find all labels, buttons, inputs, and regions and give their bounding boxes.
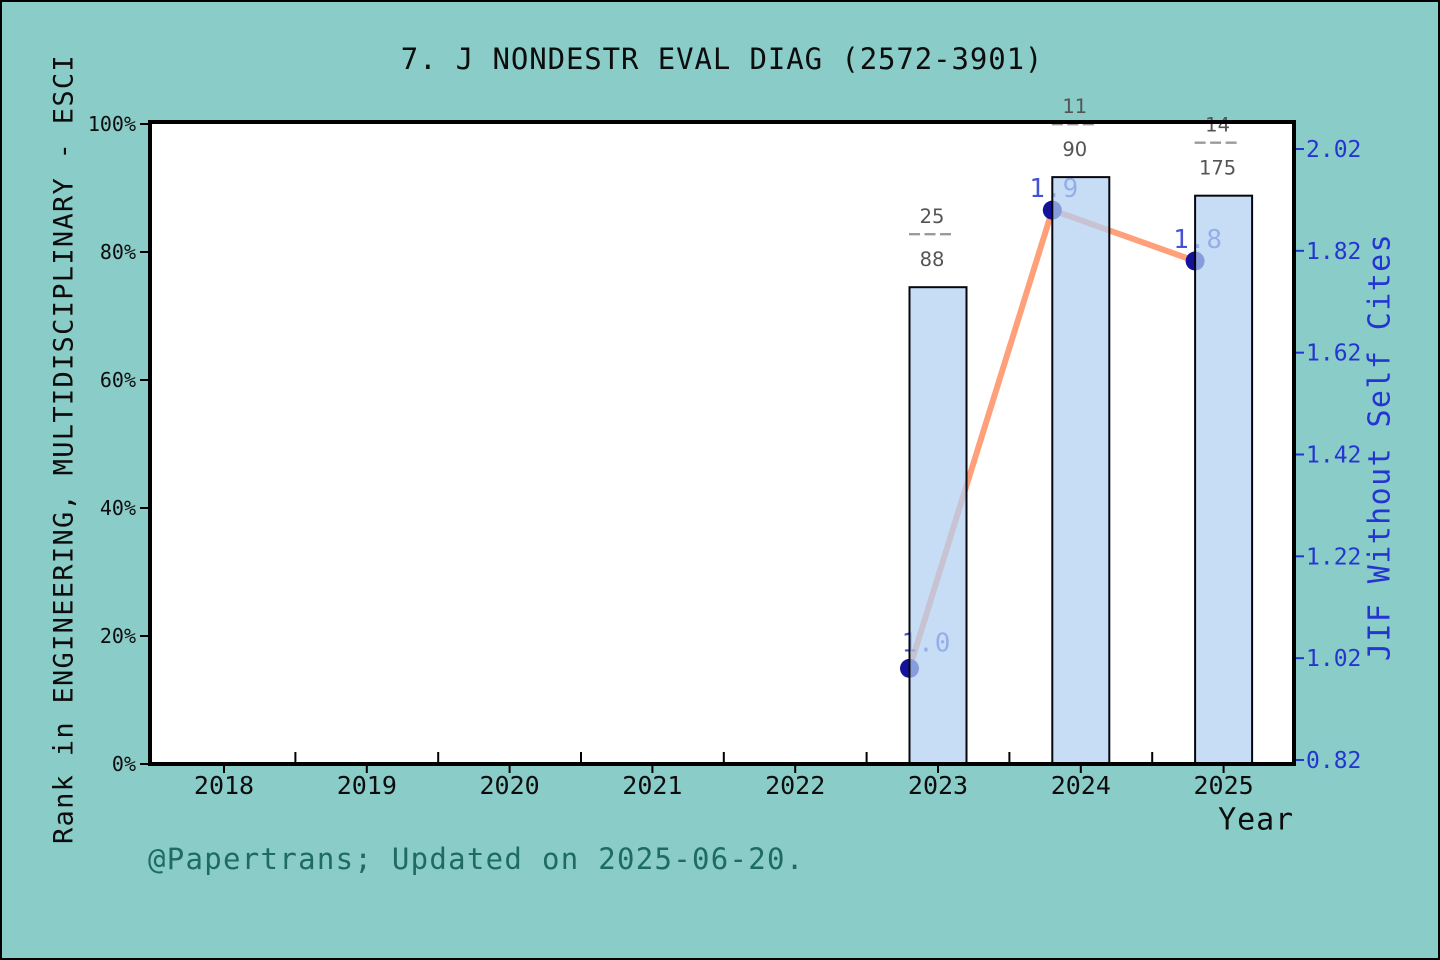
x-tick-label-2024: 2024 — [1051, 771, 1111, 800]
fraction-denominator-2024: 90 — [1062, 138, 1087, 161]
left-tick-label-80: 80% — [100, 240, 136, 264]
right-tick-label-1.42: 1.42 — [1306, 443, 1361, 469]
x-tick-label-2022: 2022 — [765, 771, 825, 800]
fraction-denominator-2025: 175 — [1199, 157, 1236, 180]
bar-2025 — [1194, 194, 1254, 766]
left-tick-label-20: 20% — [100, 624, 136, 648]
x-tick-label-2018: 2018 — [194, 771, 254, 800]
right-tick-label-2.02: 2.02 — [1306, 137, 1361, 163]
fraction-numerator-2024: 11 — [1062, 95, 1087, 118]
left-axis-label: Rank in ENGINEERING, MULTIDISCIPLINARY -… — [48, 54, 80, 844]
right-tick-label-0.82: 0.82 — [1306, 748, 1361, 774]
right-tick-label-1.62: 1.62 — [1306, 341, 1361, 367]
right-axis-label: JIF Without Self Cites — [1362, 232, 1398, 662]
x-tick-label-2025: 2025 — [1193, 771, 1253, 800]
footer-credit: @Papertrans; Updated on 2025-06-20. — [148, 842, 805, 876]
left-tick-label-60: 60% — [100, 368, 136, 392]
x-tick-label-2019: 2019 — [337, 771, 397, 800]
axes-spines — [148, 120, 1296, 766]
x-tick-label-2023: 2023 — [908, 771, 968, 800]
fraction-numerator-2023: 25 — [920, 205, 945, 228]
fraction-numerator-2025: 14 — [1205, 114, 1230, 137]
x-tick-label-2020: 2020 — [479, 771, 539, 800]
bar-2024 — [1051, 176, 1111, 766]
fraction-denominator-2023: 88 — [920, 248, 945, 271]
x-axis-label: Year — [1218, 802, 1294, 838]
chart-title: 7. J NONDESTR EVAL DIAG (2572-3901) — [400, 42, 1044, 76]
left-tick-label-100: 100% — [88, 112, 136, 136]
x-tick-label-2021: 2021 — [622, 771, 682, 800]
right-tick-label-1.22: 1.22 — [1306, 544, 1361, 570]
left-tick-label-40: 40% — [100, 496, 136, 520]
plot-area — [150, 122, 1294, 764]
right-tick-label-1.02: 1.02 — [1306, 646, 1361, 672]
left-tick-label-0: 0% — [112, 752, 136, 776]
bar-2023 — [908, 286, 968, 766]
right-tick-label-1.82: 1.82 — [1306, 239, 1361, 265]
